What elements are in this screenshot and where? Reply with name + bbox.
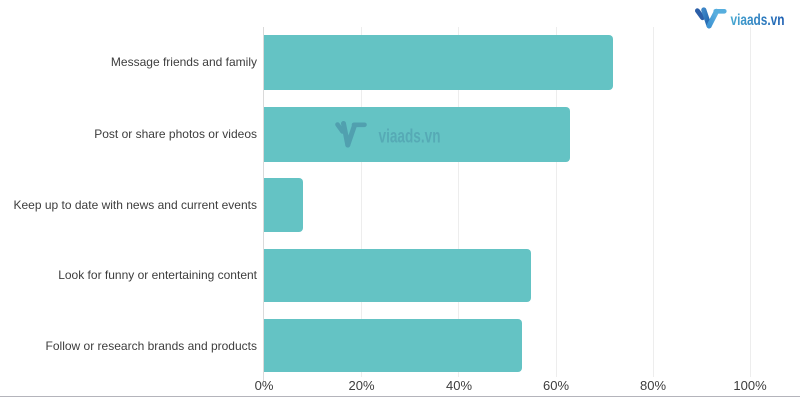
svg-text:viaads.vn: viaads.vn [731, 12, 785, 29]
svg-text:viaads.vn: viaads.vn [379, 127, 441, 148]
